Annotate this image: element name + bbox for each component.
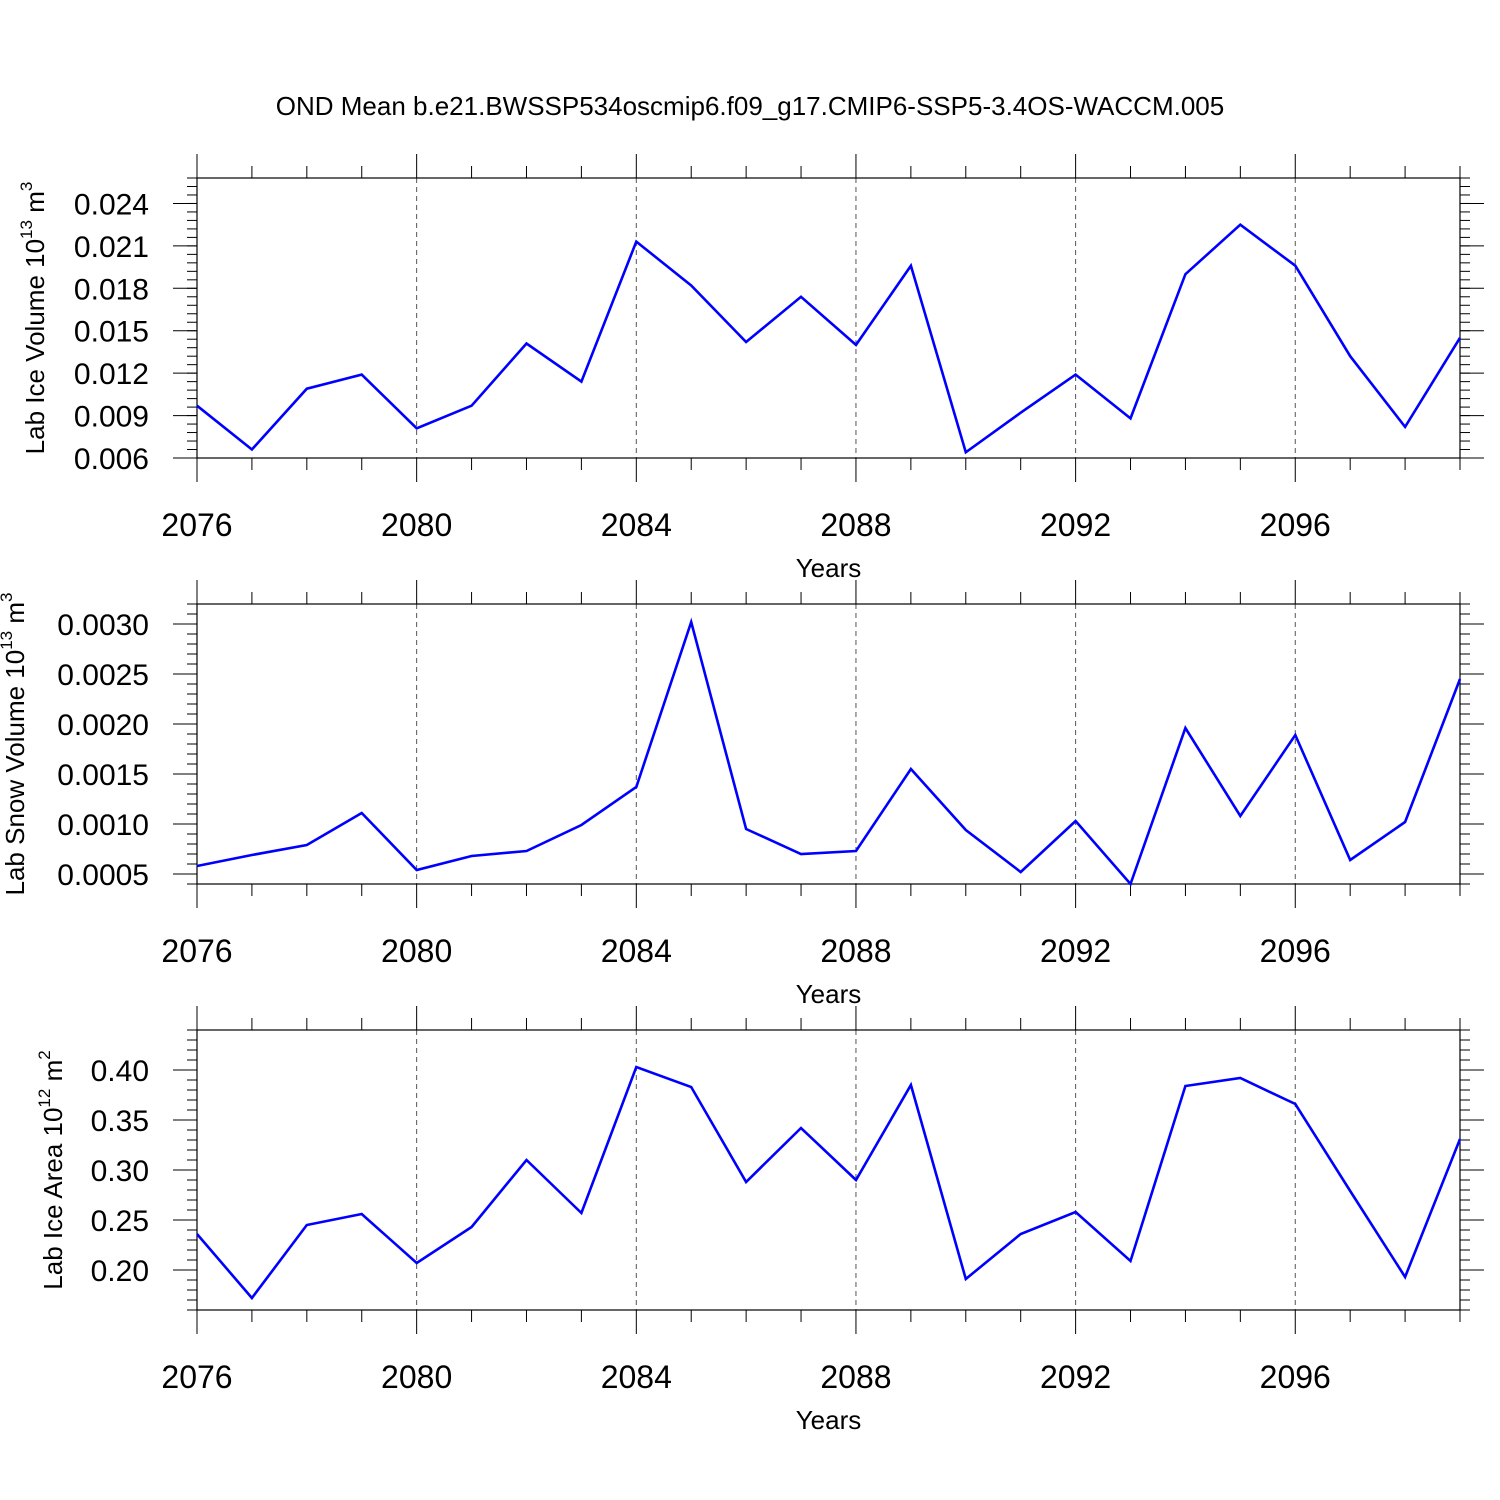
x-tick-label: 2076	[161, 507, 232, 543]
plot-frame	[196, 1029, 1461, 1311]
y-tick-label: 0.021	[74, 231, 149, 264]
y-tick-label: 0.0020	[57, 709, 149, 742]
x-tick-label: 2080	[381, 1359, 452, 1395]
y-axis-label-main: Lab Snow Volume 10	[0, 650, 30, 896]
x-tick-label: 2084	[601, 933, 672, 969]
y-axis-label: Lab Ice Volume 1013 m3	[17, 182, 50, 455]
y-tick-label: 0.30	[91, 1155, 149, 1188]
y-tick-label: 0.009	[74, 401, 149, 434]
x-tick-label: 2076	[161, 1359, 232, 1395]
y-tick-label: 0.006	[74, 443, 149, 476]
series-line	[196, 223, 1462, 455]
x-axis-label: Years	[796, 979, 862, 1009]
x-tick-label: 2092	[1040, 1359, 1111, 1395]
y-tick-label: 0.0025	[57, 659, 149, 692]
plot-frame	[196, 177, 1461, 459]
panel-2: 0.0005 0.0010 0.0015 0.0020 0.0025 0.0030 2076…	[0, 580, 1484, 1009]
x-tick-label: 2092	[1040, 507, 1111, 543]
y-tick-label: 0.25	[91, 1205, 149, 1238]
series-line	[196, 617, 1462, 887]
x-tick-label: 2080	[381, 933, 452, 969]
y-axis-label-main: Lab Ice Volume 10	[20, 239, 50, 454]
x-tick-label: 2088	[820, 1359, 891, 1395]
x-tick-label: 2088	[820, 933, 891, 969]
x-tick-label: 2096	[1260, 1359, 1331, 1395]
y-tick-label: 0.0015	[57, 759, 149, 792]
x-tick-label: 2088	[820, 507, 891, 543]
panel-3: 0.20 0.25 0.30 0.35 0.40 2076 2080 2084 2088 2092…	[35, 1006, 1484, 1435]
y-tick-label: 0.20	[91, 1255, 149, 1288]
y-tick-label: 0.015	[74, 316, 149, 349]
y-axis-label-exp: 12	[35, 1089, 54, 1108]
y-axis-label-unit: m	[20, 191, 50, 220]
y-axis-label: Lab Snow Volume 1013 m3	[0, 592, 30, 895]
figure-title: OND Mean b.e21.BWSSP534oscmip6.f09_g17.C…	[276, 91, 1224, 121]
x-tick-label: 2092	[1040, 933, 1111, 969]
x-axis-label: Years	[796, 553, 862, 583]
panels-container: 0.006 0.009 0.012 0.015 0.018 0.021 0.024 2076 2…	[0, 154, 1484, 1435]
y-tick-label: 0.024	[74, 188, 149, 221]
y-tick-label: 0.40	[91, 1055, 149, 1088]
y-axis-label-unit-exp: 3	[0, 592, 16, 601]
y-axis-label-unit: m	[38, 1060, 68, 1089]
y-axis-label-unit-exp: 3	[17, 182, 36, 191]
series-line	[196, 1065, 1462, 1301]
x-tick-label: 2084	[601, 507, 672, 543]
y-axis-label-exp: 13	[0, 631, 16, 650]
x-tick-label: 2084	[601, 1359, 672, 1395]
x-tick-label: 2076	[161, 933, 232, 969]
plot-frame	[196, 603, 1461, 885]
x-axis-label: Years	[796, 1405, 862, 1435]
x-tick-label: 2096	[1260, 933, 1331, 969]
y-axis-label-unit-exp: 2	[35, 1050, 54, 1059]
y-tick-label: 0.35	[91, 1105, 149, 1138]
y-tick-label: 0.012	[74, 358, 149, 391]
y-tick-label: 0.0010	[57, 809, 149, 842]
y-tick-label: 0.018	[74, 273, 149, 306]
y-tick-label: 0.0005	[57, 859, 149, 892]
x-tick-label: 2096	[1260, 507, 1331, 543]
y-axis-label: Lab Ice Area 1012 m2	[35, 1050, 68, 1289]
x-tick-label: 2080	[381, 507, 452, 543]
y-tick-label: 0.0030	[57, 609, 149, 642]
panel-1: 0.006 0.009 0.012 0.015 0.018 0.021 0.024 2076 2…	[17, 154, 1484, 583]
y-axis-label-unit: m	[0, 602, 30, 631]
y-axis-label-exp: 13	[17, 220, 36, 239]
y-axis-label-main: Lab Ice Area 10	[38, 1108, 68, 1290]
